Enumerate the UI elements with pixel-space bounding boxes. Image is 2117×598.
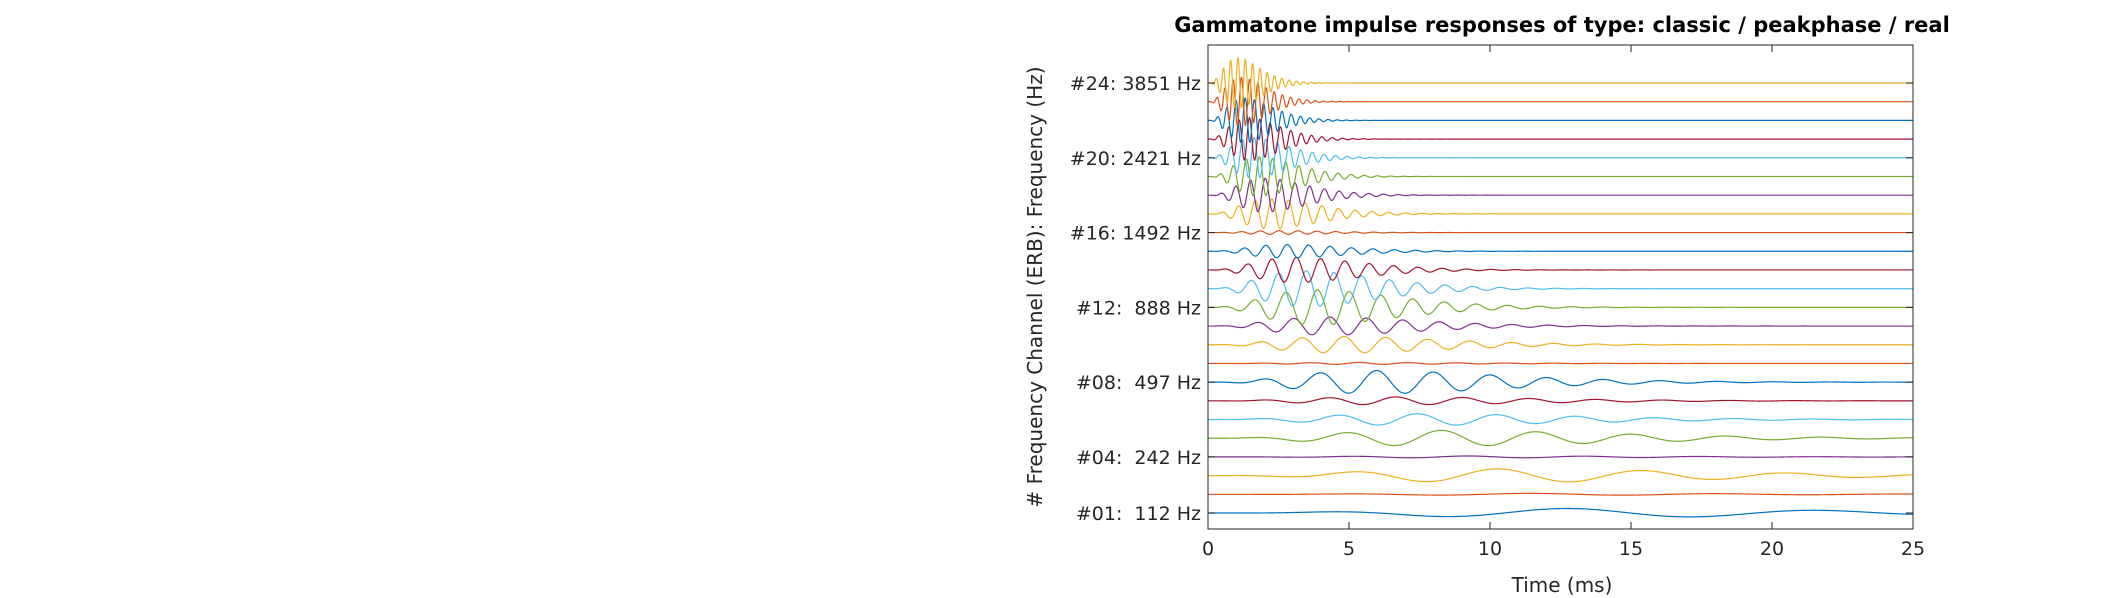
- x-axis-label: Time (ms): [1511, 573, 1613, 597]
- y-tick-label: #12: 888 Hz: [1076, 297, 1201, 319]
- series-channel-10: [1208, 335, 1913, 354]
- y-tick-label: #04: 242 Hz: [1076, 447, 1201, 469]
- series-channel-11: [1208, 316, 1913, 336]
- x-tick-label: 10: [1478, 538, 1502, 560]
- y-axis: #01: 112 Hz #04: 242 Hz #08: 497 Hz #12: 88…: [1070, 73, 1913, 525]
- x-tick-label: 20: [1760, 538, 1784, 560]
- series-channel-17: [1208, 198, 1913, 230]
- y-tick-label: #20: 2421 Hz: [1070, 148, 1201, 170]
- y-tick-label: #01: 112 Hz: [1076, 503, 1201, 525]
- axes-box: [1207, 44, 1914, 530]
- series-channel-02: [1208, 492, 1913, 496]
- series-channel-21: [1208, 116, 1913, 161]
- series-group: [1208, 56, 1913, 518]
- x-tick-label: 5: [1343, 538, 1355, 560]
- series-channel-22: [1208, 96, 1913, 144]
- series-channel-16: [1208, 230, 1913, 235]
- y-tick-label: #24: 3851 Hz: [1070, 73, 1201, 95]
- chart-title: Gammatone impulse responses of type: cla…: [1174, 13, 1950, 37]
- series-channel-09: [1208, 361, 1913, 365]
- x-axis: 0 5 10 15 20 25: [1202, 45, 1925, 560]
- y-axis-label: # Frequency Channel (ERB): Frequency (Hz…: [1023, 66, 1047, 507]
- series-channel-08: [1208, 369, 1913, 394]
- series-channel-06: [1208, 413, 1913, 426]
- series-channel-23: [1208, 76, 1913, 127]
- series-channel-18: [1208, 177, 1913, 213]
- series-channel-15: [1208, 243, 1913, 259]
- series-channel-20: [1208, 136, 1913, 179]
- y-tick-label: #08: 497 Hz: [1076, 372, 1201, 394]
- series-channel-07: [1208, 396, 1913, 406]
- series-channel-13: [1208, 270, 1913, 307]
- series-channel-24: [1208, 56, 1913, 109]
- x-tick-label: 25: [1901, 538, 1925, 560]
- series-channel-03: [1208, 468, 1913, 483]
- series-channel-12: [1208, 289, 1913, 326]
- series-channel-05: [1208, 429, 1913, 447]
- series-channel-01: [1208, 507, 1913, 518]
- y-tick-label: #16: 1492 Hz: [1070, 223, 1201, 245]
- x-tick-label: 15: [1619, 538, 1643, 560]
- series-channel-14: [1208, 256, 1913, 283]
- x-tick-label: 0: [1202, 538, 1214, 560]
- series-channel-19: [1208, 156, 1913, 197]
- series-channel-04: [1208, 455, 1913, 459]
